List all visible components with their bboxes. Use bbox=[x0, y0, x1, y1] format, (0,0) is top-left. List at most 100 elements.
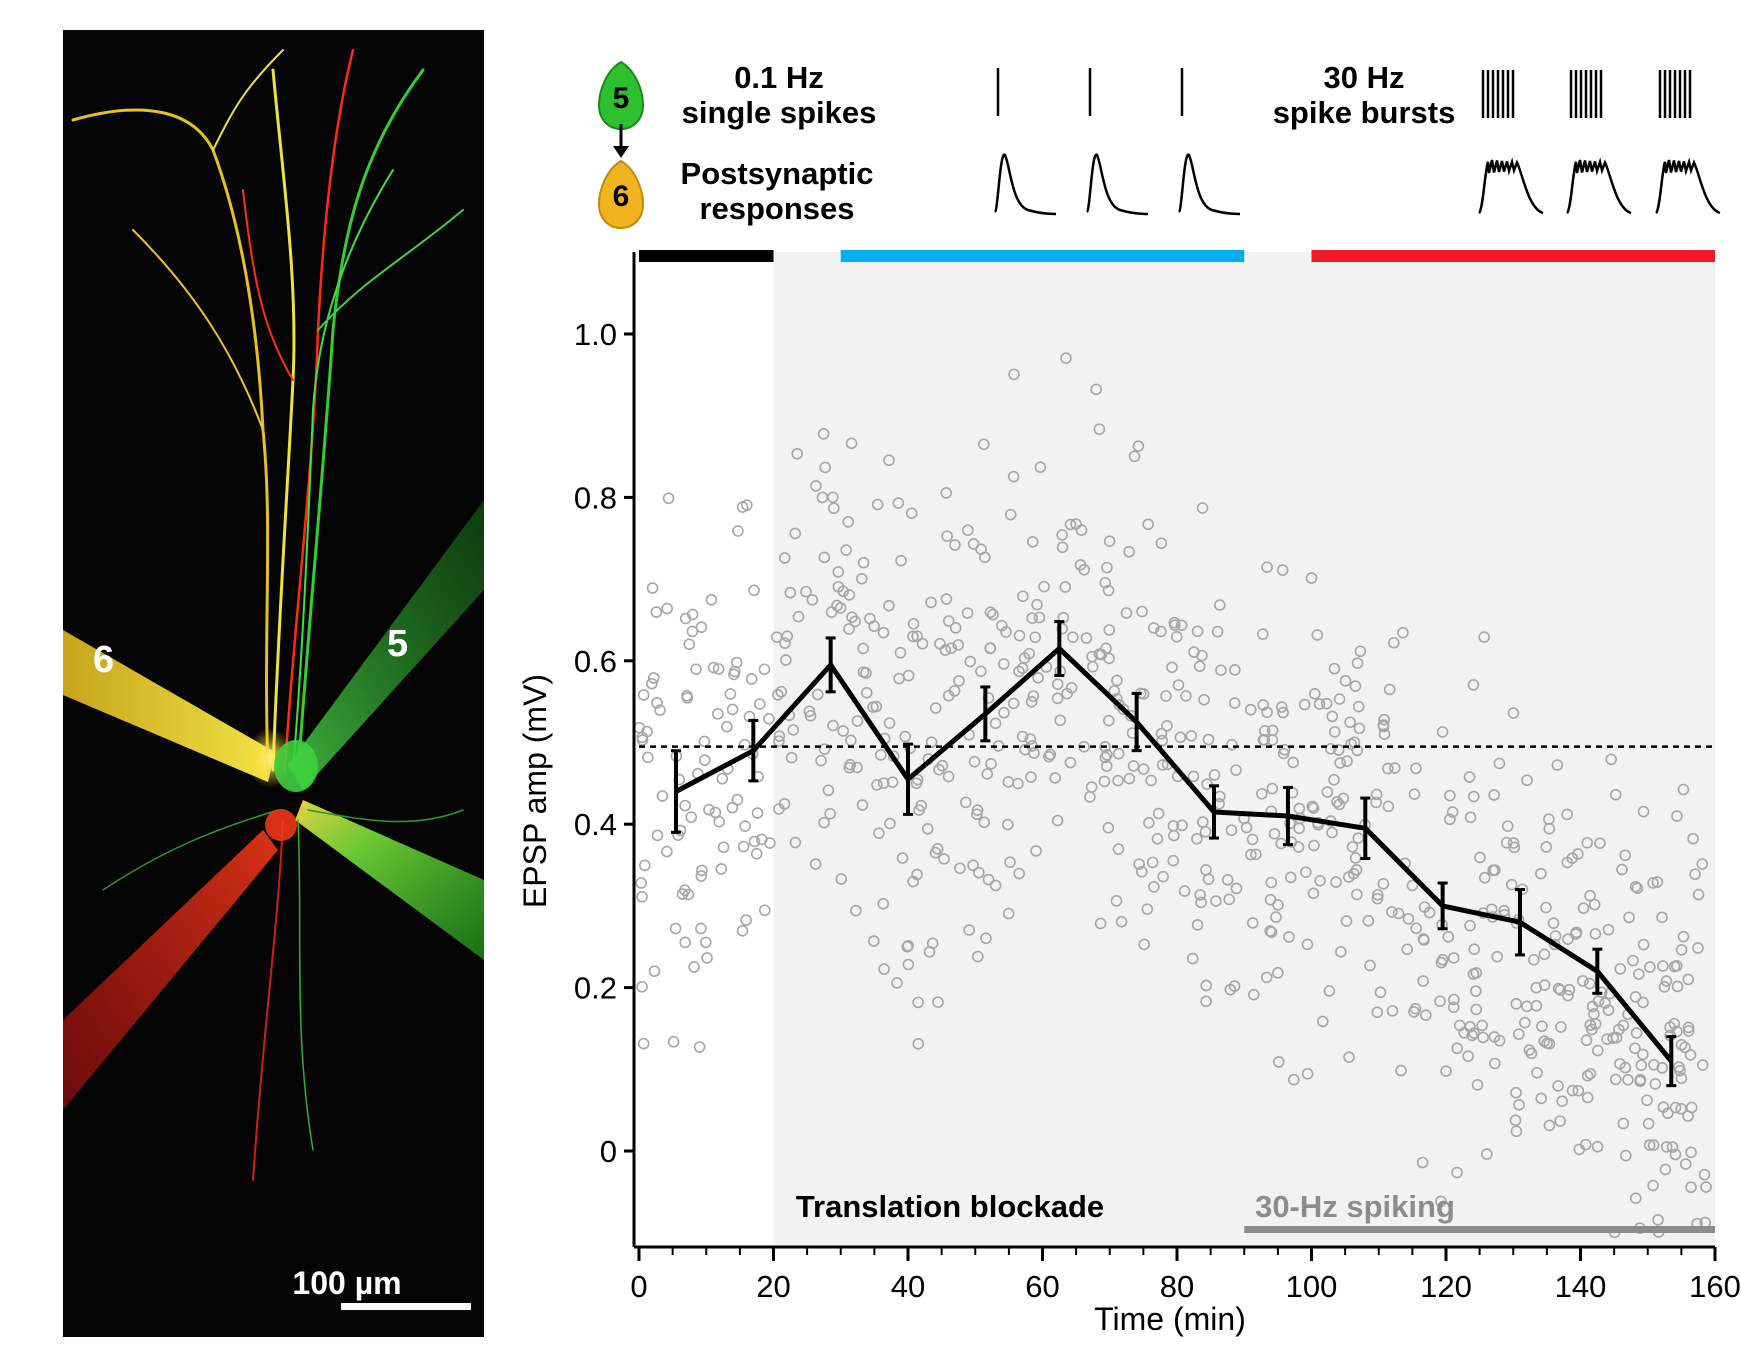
scatter-point bbox=[1080, 632, 1093, 644]
scatter-point bbox=[895, 554, 907, 567]
scatter-point bbox=[1584, 1067, 1597, 1080]
scatter-point bbox=[998, 658, 1010, 670]
scatter-point bbox=[1343, 1051, 1355, 1063]
scatter-point bbox=[1435, 1195, 1447, 1208]
scatter-point bbox=[1064, 756, 1077, 769]
soma-red bbox=[265, 809, 297, 841]
scatter-point bbox=[1349, 680, 1362, 692]
scatter-point bbox=[661, 602, 673, 615]
scatter-point bbox=[1371, 892, 1384, 905]
y-tick-label: 0.6 bbox=[574, 644, 617, 679]
scatter-point bbox=[1577, 975, 1589, 987]
scatter-point bbox=[911, 773, 924, 786]
scatter-point bbox=[1187, 770, 1200, 783]
scatter-point bbox=[667, 1035, 680, 1048]
scatter-point bbox=[1017, 590, 1029, 603]
scatter-point bbox=[1530, 999, 1543, 1012]
scatter-point bbox=[791, 447, 803, 460]
scatter-point bbox=[1463, 771, 1476, 783]
scatter-point bbox=[1581, 1091, 1594, 1104]
scatter-point bbox=[1334, 757, 1346, 769]
scatter-point bbox=[1016, 730, 1029, 743]
scatter-point bbox=[1583, 977, 1596, 990]
scatter-point bbox=[1642, 1117, 1655, 1130]
scatter-point bbox=[822, 784, 835, 797]
y-tick-label: 0.2 bbox=[574, 971, 617, 1006]
scatter-point bbox=[1675, 1072, 1688, 1085]
scatter-point bbox=[984, 606, 997, 619]
scatter-point bbox=[1230, 882, 1243, 895]
scatter-point bbox=[1577, 902, 1590, 914]
scatter-point bbox=[1464, 811, 1477, 824]
scatter-point bbox=[892, 497, 905, 509]
scatter-point bbox=[1025, 696, 1038, 708]
scatter-point bbox=[827, 719, 839, 732]
scatter-point bbox=[1013, 867, 1025, 880]
scatter-point bbox=[877, 626, 890, 639]
y-tick-label: 0.4 bbox=[574, 807, 617, 842]
scatter-point bbox=[856, 799, 869, 811]
scatter-point bbox=[860, 667, 872, 679]
scatter-point bbox=[1152, 807, 1165, 820]
scatter-point bbox=[646, 677, 658, 690]
scatter-point bbox=[1156, 734, 1168, 747]
scatter-point bbox=[959, 796, 972, 809]
scatter-point bbox=[1541, 1037, 1553, 1049]
scatter-point bbox=[1594, 837, 1606, 849]
scatter-point bbox=[1265, 926, 1278, 938]
scatter-point bbox=[1451, 1166, 1463, 1179]
scatter-point bbox=[1273, 1056, 1285, 1068]
scatter-point bbox=[1112, 774, 1124, 787]
scatter-point bbox=[1651, 876, 1664, 888]
scatter-point bbox=[1245, 848, 1257, 861]
scatter-point bbox=[952, 639, 964, 651]
scatter-point bbox=[789, 527, 801, 540]
scatter-point bbox=[873, 827, 885, 839]
scatter-point bbox=[1479, 871, 1491, 884]
scatter-point bbox=[806, 594, 819, 606]
scatter-point bbox=[1301, 1067, 1314, 1080]
scatter-point bbox=[1258, 725, 1271, 737]
scatter-point bbox=[1326, 710, 1339, 723]
scatter-point bbox=[1682, 973, 1695, 986]
scatter-point bbox=[1580, 1034, 1593, 1047]
scatter-point bbox=[1647, 1139, 1660, 1151]
scatter-point bbox=[1388, 762, 1401, 774]
scatter-point bbox=[1616, 863, 1628, 876]
scatter-point bbox=[911, 630, 923, 643]
scatter-point bbox=[1101, 561, 1113, 574]
bursts-rate: 30 Hz bbox=[1324, 60, 1405, 95]
scatter-point bbox=[902, 669, 915, 682]
scatter-point bbox=[1166, 661, 1178, 674]
scatter-point bbox=[1133, 858, 1145, 870]
scatter-point bbox=[1637, 805, 1650, 818]
scatter-point bbox=[1648, 1059, 1660, 1071]
scatter-point bbox=[1377, 877, 1390, 890]
scatter-point bbox=[1669, 1148, 1682, 1161]
scatter-point bbox=[1370, 796, 1382, 809]
scatter-point bbox=[1350, 863, 1363, 876]
scatter-point bbox=[886, 776, 899, 788]
scatter-point bbox=[978, 816, 991, 829]
spiking-30hz-bar bbox=[1244, 1226, 1715, 1233]
scatter-point bbox=[748, 584, 760, 597]
scatter-point bbox=[1570, 928, 1582, 940]
scatter-point bbox=[827, 491, 839, 504]
scatter-point bbox=[942, 689, 955, 702]
scatter-point bbox=[1309, 688, 1321, 700]
x-tick-label: 160 bbox=[1689, 1269, 1741, 1304]
y-tick-label: 1.0 bbox=[574, 317, 617, 352]
scatter-point bbox=[1191, 625, 1204, 638]
scatter-point bbox=[1123, 772, 1136, 785]
scatter-point bbox=[1637, 938, 1650, 951]
scatter-point bbox=[1031, 598, 1043, 611]
scatter-point bbox=[1043, 750, 1055, 763]
spiking-30hz-label: 30-Hz spiking bbox=[1255, 1189, 1455, 1224]
scatter-point bbox=[1228, 980, 1241, 992]
scatter-point bbox=[1647, 877, 1659, 889]
scatter-point bbox=[962, 524, 974, 537]
scatter-point bbox=[1044, 748, 1057, 761]
scatter-point bbox=[639, 859, 651, 872]
scatter-point bbox=[1293, 822, 1305, 835]
scatter-point bbox=[699, 936, 712, 949]
